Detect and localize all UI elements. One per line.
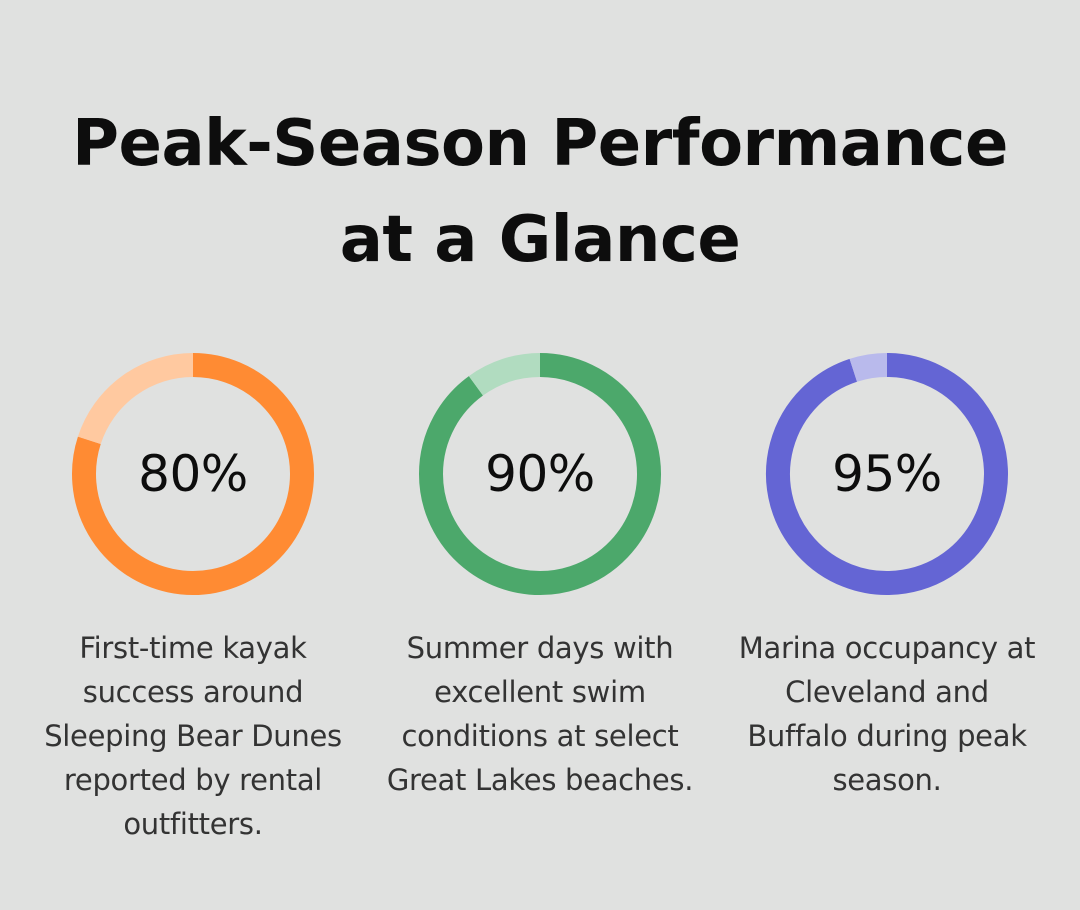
donut-ring-marina — [766, 353, 1008, 595]
donut-value-swim: 90% — [485, 445, 595, 503]
donut-chart-marina: 95% — [765, 352, 1009, 596]
stat-card-swim: 90% Summer days with excellent swim cond… — [375, 352, 705, 802]
description-line: Cleveland and — [785, 675, 989, 709]
donut-filled-segment-kayak — [72, 353, 314, 595]
donut-value-marina: 95% — [832, 445, 942, 503]
donut-remaining-segment-kayak — [77, 353, 194, 445]
donut-remaining-segment-swim — [468, 353, 541, 396]
description-line: success around — [82, 675, 304, 709]
description-line: reported by rental — [63, 763, 323, 797]
description-line: conditions at select — [401, 719, 679, 753]
description-line: Sleeping Bear Dunes — [44, 719, 342, 753]
donut-chart-kayak: 80% — [71, 352, 315, 596]
stat-card-marina: 95% Marina occupancy at Cleveland and Bu… — [722, 352, 1052, 802]
donut-filled-segment-marina — [766, 353, 1008, 595]
donut-ring-swim — [419, 353, 661, 595]
description-line: Buffalo during peak — [747, 719, 1027, 753]
description-line: season. — [832, 763, 942, 797]
stat-description-kayak: First-time kayak success around Sleeping… — [28, 626, 358, 846]
title-line-1: Peak-Season Performance — [72, 107, 1008, 181]
description-line: outfitters. — [123, 807, 263, 841]
description-line: Great Lakes beaches. — [386, 763, 694, 797]
description-line: Summer days with — [406, 631, 674, 665]
donut-remaining-segment-marina — [849, 353, 888, 382]
stat-card-kayak: 80% First-time kayak success around Slee… — [28, 352, 358, 846]
description-line: Marina occupancy at — [738, 631, 1036, 665]
description-line: First-time kayak — [79, 631, 307, 665]
description-line: excellent swim — [434, 675, 646, 709]
donut-filled-segment-swim — [419, 353, 661, 595]
stat-description-swim: Summer days with excellent swim conditio… — [375, 626, 705, 802]
donut-value-kayak: 80% — [138, 445, 248, 503]
page-title: Peak-Season Performance at a Glance — [0, 96, 1080, 288]
stat-description-marina: Marina occupancy at Cleveland and Buffal… — [722, 626, 1052, 802]
title-line-2: at a Glance — [339, 203, 741, 277]
donut-chart-swim: 90% — [418, 352, 662, 596]
donut-ring-kayak — [72, 353, 314, 595]
